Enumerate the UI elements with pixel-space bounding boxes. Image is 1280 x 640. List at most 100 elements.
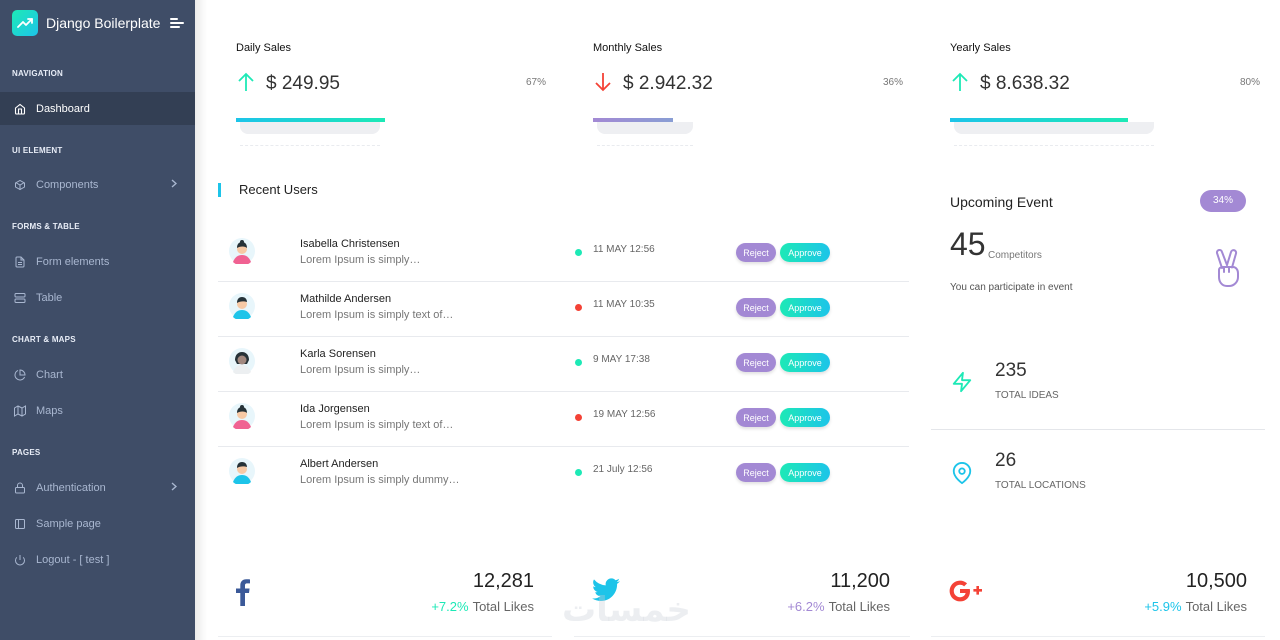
sidebar-item-label: Components — [36, 178, 99, 191]
recent-users-title: Recent Users — [218, 183, 318, 197]
stat-divider — [954, 145, 1154, 146]
approve-button[interactable]: Approve — [780, 243, 830, 262]
sidebar-item-dashboard[interactable]: Dashboard — [0, 92, 195, 125]
map-pin-icon — [951, 460, 973, 491]
stat-percent: 67% — [525, 77, 546, 88]
metric-divider — [931, 429, 1265, 430]
box-icon — [14, 179, 26, 191]
social-count: 10,500 — [1185, 570, 1247, 592]
social-subtext: +7.2% Total Likes — [431, 599, 534, 614]
lock-icon — [14, 482, 26, 494]
reject-button[interactable]: Reject — [736, 408, 776, 427]
user-name: Isabella Christensen — [300, 238, 400, 250]
social-divider — [218, 636, 552, 637]
sidebar-item-label: Maps — [36, 404, 63, 417]
sidebar-item-label: Form elements — [36, 255, 110, 268]
user-description: Lorem Ipsum is simply text of… — [300, 419, 454, 431]
reject-button[interactable]: Reject — [736, 298, 776, 317]
reject-button[interactable]: Reject — [736, 353, 776, 372]
status-dot — [575, 304, 582, 311]
stat-bar-shadow — [240, 122, 380, 134]
social-card-twitter: 11,200 +6.2% Total Likes — [574, 570, 910, 640]
approve-button[interactable]: Approve — [780, 298, 830, 317]
table-row: Albert Andersen Lorem Ipsum is simply du… — [218, 447, 909, 502]
arrow-down-icon — [595, 72, 611, 97]
user-description: Lorem Ipsum is simply… — [300, 364, 421, 376]
stat-divider — [597, 145, 693, 146]
sidebar-item-sample-page[interactable]: Sample page — [0, 507, 195, 540]
table-row: Karla Sorensen Lorem Ipsum is simply… 9 … — [218, 337, 909, 392]
stat-divider — [240, 145, 380, 146]
avatar — [229, 238, 255, 266]
user-description: Lorem Ipsum is simply dummy… — [300, 474, 460, 486]
sidebar-item-label: Authentication — [36, 481, 106, 494]
menu-toggle-icon[interactable] — [170, 18, 185, 28]
user-date: 9 MAY 17:38 — [593, 354, 650, 365]
sidebar-item-label: Dashboard — [36, 102, 90, 115]
stat-card-daily-sales: Daily Sales $ 249.95 67% — [236, 40, 546, 150]
twitter-icon — [592, 578, 620, 607]
stat-percent: 36% — [882, 77, 903, 88]
approve-button[interactable]: Approve — [780, 463, 830, 482]
stat-label: Monthly Sales — [593, 42, 663, 54]
stat-value: $ 249.95 — [266, 73, 340, 94]
sidebar: Django Boilerplate NAVIGATION Dashboard … — [0, 0, 195, 640]
brand: Django Boilerplate — [0, 0, 195, 46]
sidebar-item-table[interactable]: Table — [0, 281, 195, 314]
status-dot — [575, 414, 582, 421]
social-divider — [574, 636, 910, 637]
sidebar-item-form-elements[interactable]: Form elements — [0, 245, 195, 278]
reject-button[interactable]: Reject — [736, 463, 776, 482]
user-description: Lorem Ipsum is simply text of… — [300, 309, 454, 321]
power-icon — [14, 554, 26, 566]
reject-button[interactable]: Reject — [736, 243, 776, 262]
table-row: Isabella Christensen Lorem Ipsum is simp… — [218, 227, 909, 282]
approve-button[interactable]: Approve — [780, 353, 830, 372]
victory-hand-icon — [1213, 248, 1243, 293]
status-dot — [575, 469, 582, 476]
stat-value: $ 8.638.32 — [980, 73, 1070, 94]
sidebar-item-logout[interactable]: Logout - [ test ] — [0, 543, 195, 576]
user-name: Albert Andersen — [300, 458, 379, 470]
sidebar-item-components[interactable]: Components — [0, 168, 195, 201]
event-unit: Competitors — [988, 250, 1042, 261]
brand-title[interactable]: Django Boilerplate — [46, 15, 161, 31]
pie-chart-icon — [14, 368, 26, 381]
avatar — [229, 293, 255, 321]
sidebar-item-authentication[interactable]: Authentication — [0, 471, 195, 504]
nav-caption-chart-maps: CHART & MAPS — [12, 335, 76, 344]
user-date: 11 MAY 12:56 — [593, 244, 655, 255]
google-plus-icon — [949, 580, 983, 607]
stat-card-monthly-sales: Monthly Sales $ 2.942.32 36% — [593, 40, 903, 150]
sidebar-item-chart[interactable]: Chart — [0, 358, 195, 391]
user-name: Mathilde Andersen — [300, 293, 392, 305]
map-icon — [14, 404, 26, 417]
event-count: 45 — [950, 226, 986, 262]
trending-up-icon[interactable] — [12, 10, 38, 36]
facebook-icon — [236, 578, 250, 611]
event-note: You can participate in event — [950, 282, 1073, 293]
stat-progress-bar — [236, 118, 385, 122]
user-date: 11 MAY 10:35 — [593, 299, 655, 310]
social-divider — [931, 636, 1265, 637]
server-icon — [14, 292, 26, 304]
stat-value: $ 2.942.32 — [623, 73, 713, 94]
sidebar-item-label: Table — [36, 291, 63, 304]
upcoming-event-card: Upcoming Event 34% 45 Competitors You ca… — [950, 190, 1250, 310]
metric-value: 26 — [995, 450, 1017, 471]
metric-card-ideas: 235 TOTAL IDEAS — [931, 340, 1265, 430]
stat-progress-bar — [593, 118, 673, 122]
approve-button[interactable]: Approve — [780, 408, 830, 427]
stat-card-yearly-sales: Yearly Sales $ 8.638.32 80% — [950, 40, 1260, 150]
nav-caption-forms-table: FORMS & TABLE — [12, 222, 80, 231]
user-date: 19 MAY 12:56 — [593, 409, 656, 420]
sidebar-item-label: Sample page — [36, 517, 101, 530]
social-count: 11,200 — [830, 570, 890, 592]
social-label: Total Likes — [1185, 599, 1247, 614]
sidebar-item-maps[interactable]: Maps — [0, 394, 195, 427]
sidebar-shadow — [195, 0, 207, 640]
nav-caption-pages: PAGES — [12, 448, 41, 457]
user-name: Ida Jorgensen — [300, 403, 370, 415]
status-dot — [575, 359, 582, 366]
social-card-google-plus: 10,500 +5.9% Total Likes — [931, 570, 1265, 640]
